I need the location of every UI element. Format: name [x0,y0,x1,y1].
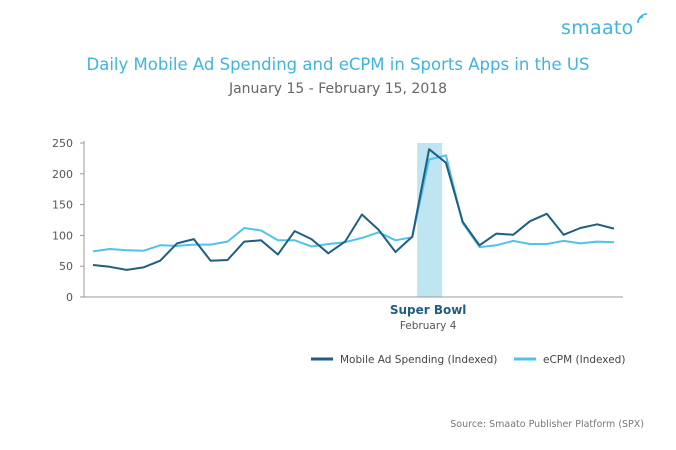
annotation-subtitle: February 4 [400,320,457,332]
y-tick-label: 100 [52,229,73,242]
legend-label: Mobile Ad Spending (Indexed) [340,354,497,366]
super-bowl-highlight [417,143,443,297]
signal-waves-icon [637,13,648,24]
ecpm-line [92,154,615,253]
y-tick-label: 250 [52,137,73,150]
chart-title: Daily Mobile Ad Spending and eCPM in Spo… [86,55,590,74]
source-note: Source: Smaato Publisher Platform (SPX) [450,419,644,430]
ad-spending-line [92,148,615,271]
chart-subtitle: January 15 - February 15, 2018 [228,81,448,97]
brand-logo: smaato [561,17,634,39]
legend-label: eCPM (Indexed) [543,354,625,366]
annotation-title: Super Bowl [390,303,467,317]
y-tick-label: 0 [66,291,73,304]
y-tick-label: 150 [52,199,73,212]
y-tick-label: 50 [59,260,73,273]
y-tick-label: 200 [52,168,73,181]
